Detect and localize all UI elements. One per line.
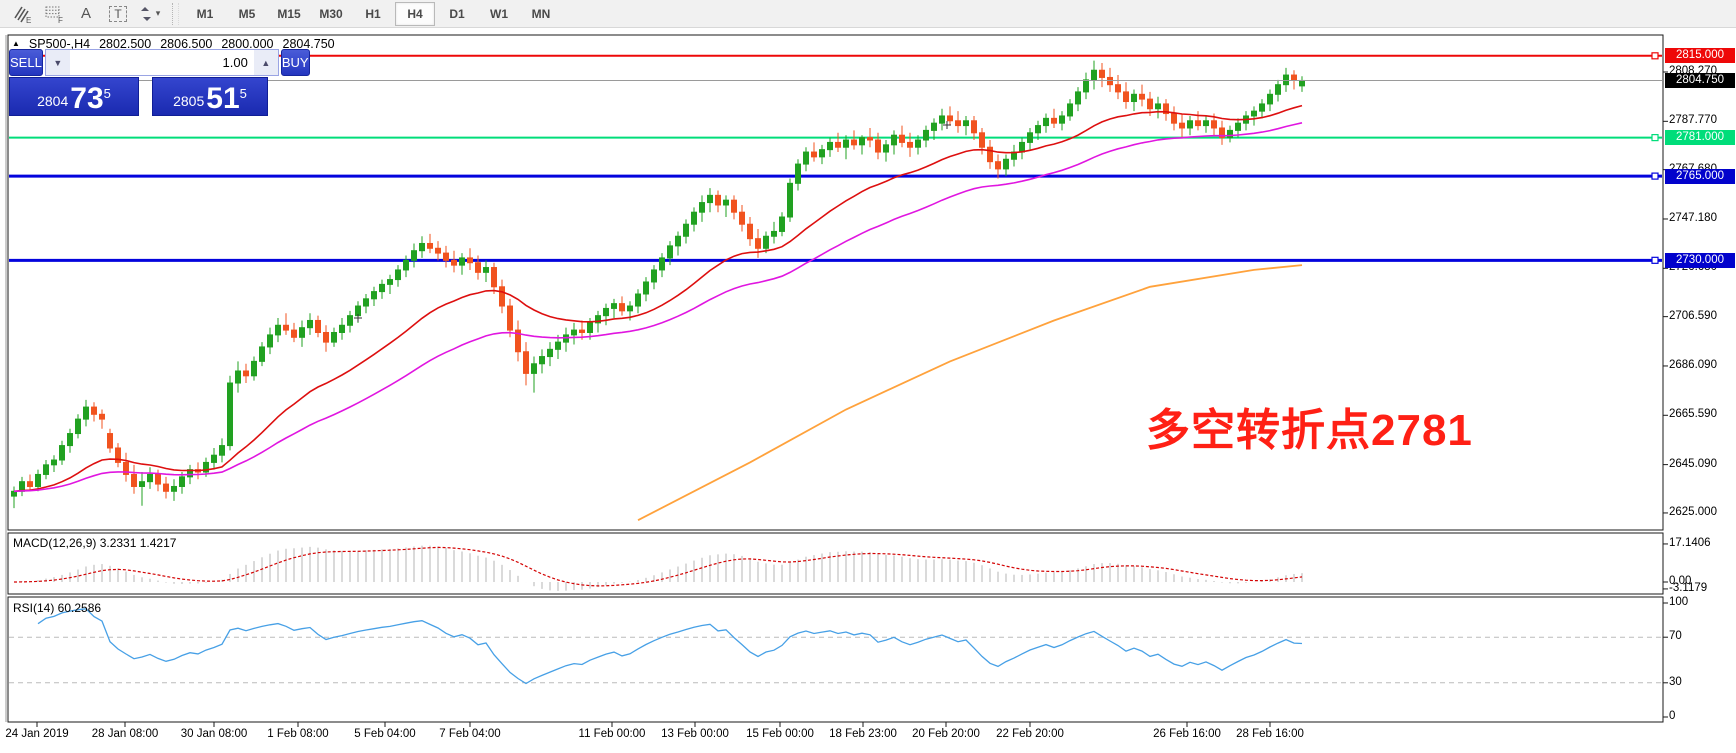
timeframe-group: M1 M5 M15 M30 H1 H4 D1 W1 MN (185, 1, 561, 26)
volume-increase-button[interactable]: ▲ (253, 50, 278, 75)
volume-stepper: ▼ ▲ (44, 49, 279, 76)
sell-price-small: 2804 (37, 93, 69, 109)
arrows-dropdown-icon[interactable]: ▾ (134, 2, 166, 26)
volume-decrease-button[interactable]: ▼ (45, 50, 70, 75)
sell-price-display[interactable]: 2804 73 5 (9, 77, 139, 116)
top-toolbar: E F A T ▾ M1 M5 M15 M30 H1 H4 D1 W1 MN (0, 0, 1736, 28)
cross-marker (354, 314, 362, 322)
buy-button[interactable]: BUY (280, 49, 310, 76)
macd-signal-line (13, 546, 1303, 587)
timeframe-button-m5[interactable]: M5 (238, 6, 256, 21)
ma-line (13, 122, 1303, 493)
main-pane[interactable] (7, 34, 1664, 531)
ma-line (13, 104, 1303, 493)
timeframe-button-m15[interactable]: M15 (277, 6, 301, 21)
timeframe-button-m1[interactable]: M1 (196, 6, 214, 21)
cross-marker (943, 121, 951, 129)
timeframe-button-w1[interactable]: W1 (490, 6, 508, 21)
text-label-icon[interactable]: A (80, 5, 91, 22)
grid-f-icon[interactable]: F (38, 2, 70, 26)
timeframe-button-d1[interactable]: D1 (449, 6, 465, 21)
text-box-icon[interactable]: T (102, 2, 134, 26)
toolbar-separator (172, 2, 179, 25)
volume-input[interactable] (69, 50, 254, 75)
buy-price-display[interactable]: 2805 51 5 (152, 77, 268, 116)
svg-text:F: F (58, 16, 63, 24)
rsi-line (37, 608, 1303, 685)
expert-icon[interactable]: E (6, 2, 38, 26)
timeframe-button-h4[interactable]: H4 (395, 1, 435, 26)
ma-orange-line (637, 264, 1303, 521)
timeframe-button-mn[interactable]: MN (531, 6, 551, 21)
rsi-pane[interactable] (7, 596, 1664, 723)
one-click-trade-panel: SELL ▼ ▲ BUY 2804 73 5 2805 51 5 (9, 49, 310, 116)
buy-price-big: 51 (206, 82, 240, 115)
timeframe-button-h1[interactable]: H1 (365, 6, 381, 21)
svg-text:E: E (26, 16, 31, 24)
sell-price-big: 73 (70, 82, 104, 115)
buy-price-small: 2805 (173, 93, 205, 109)
macd-pane[interactable] (7, 532, 1664, 595)
sell-price-sup: 5 (103, 86, 111, 101)
timeframe-button-m30[interactable]: M30 (319, 6, 343, 21)
sell-button[interactable]: SELL (9, 49, 43, 76)
buy-price-sup: 5 (239, 86, 247, 101)
